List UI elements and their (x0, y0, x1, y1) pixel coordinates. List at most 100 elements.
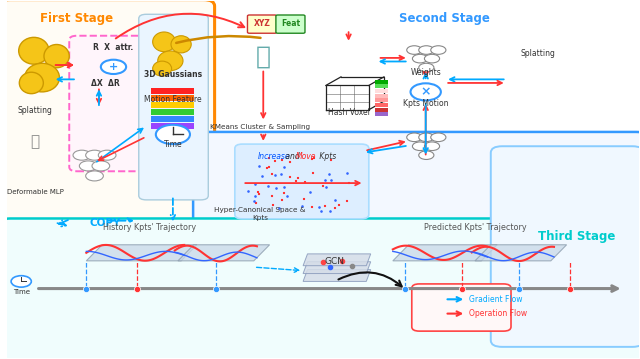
Point (325, 208, 335, 214)
Text: Time: Time (13, 289, 29, 295)
Point (305, 189, 316, 195)
Ellipse shape (19, 72, 44, 94)
Point (308, 155, 319, 161)
Bar (375, 98, 388, 102)
Text: Move: Move (296, 152, 317, 161)
Point (318, 183, 328, 189)
Point (262, 165, 273, 171)
Point (253, 190, 264, 195)
Circle shape (86, 171, 104, 181)
Ellipse shape (19, 37, 49, 64)
Bar (375, 112, 388, 116)
FancyBboxPatch shape (248, 15, 276, 33)
Bar (375, 94, 388, 98)
Text: COPY: COPY (90, 218, 121, 228)
Text: 3D Gaussians: 3D Gaussians (145, 70, 203, 79)
Bar (152, 95, 195, 101)
Point (282, 193, 292, 199)
Circle shape (419, 46, 434, 54)
Point (308, 170, 318, 176)
Point (330, 197, 340, 202)
Point (268, 202, 278, 208)
Ellipse shape (153, 32, 175, 52)
Circle shape (86, 150, 104, 160)
Circle shape (11, 276, 31, 287)
Bar (375, 103, 388, 107)
Point (251, 200, 261, 206)
Point (250, 194, 260, 199)
Point (333, 202, 344, 208)
FancyBboxPatch shape (235, 144, 369, 219)
Text: XYZ: XYZ (253, 19, 271, 28)
Point (291, 178, 301, 183)
Point (269, 158, 280, 164)
Point (262, 183, 273, 189)
FancyBboxPatch shape (0, 0, 214, 225)
Ellipse shape (153, 61, 172, 76)
Text: Gradient Flow: Gradient Flow (468, 295, 522, 304)
Point (321, 177, 331, 183)
Circle shape (424, 54, 440, 63)
Point (264, 164, 274, 169)
Text: GCN: GCN (324, 257, 345, 266)
Point (323, 171, 333, 177)
Bar (152, 102, 195, 108)
Text: and: and (283, 152, 302, 161)
Circle shape (410, 83, 441, 101)
Point (293, 175, 303, 181)
Bar (375, 80, 388, 84)
FancyBboxPatch shape (276, 15, 305, 33)
Point (342, 198, 352, 204)
Bar (152, 116, 195, 122)
FancyBboxPatch shape (0, 219, 640, 359)
Text: First Stage: First Stage (40, 12, 113, 25)
Ellipse shape (25, 63, 60, 92)
FancyBboxPatch shape (193, 132, 640, 355)
Point (271, 186, 281, 191)
Point (277, 197, 287, 203)
Circle shape (412, 142, 428, 150)
Circle shape (156, 125, 190, 144)
Point (274, 206, 284, 211)
FancyBboxPatch shape (491, 146, 640, 347)
Circle shape (431, 133, 446, 141)
Point (278, 190, 289, 196)
FancyBboxPatch shape (139, 14, 208, 200)
Circle shape (419, 133, 434, 141)
Text: Hyper-Canonical Space &: Hyper-Canonical Space & (214, 208, 306, 213)
Text: Splatting: Splatting (521, 49, 556, 58)
Point (316, 208, 326, 214)
Text: Motion Feature: Motion Feature (144, 94, 202, 103)
Text: Hash Voxel: Hash Voxel (328, 108, 369, 117)
Point (278, 184, 289, 190)
Text: ×: × (420, 85, 431, 98)
Point (254, 163, 264, 169)
Polygon shape (178, 245, 269, 261)
Point (321, 204, 331, 209)
Polygon shape (475, 245, 566, 261)
Point (344, 181, 354, 186)
Text: Kpts Motion: Kpts Motion (403, 99, 449, 108)
Text: +: + (109, 62, 118, 72)
Point (267, 172, 277, 177)
Text: Predicted Kpts' Trajectory: Predicted Kpts' Trajectory (424, 223, 526, 232)
Text: R  X  attr.: R X attr. (93, 43, 134, 52)
Text: Operation Flow: Operation Flow (468, 309, 527, 318)
Circle shape (92, 161, 109, 171)
Point (300, 179, 310, 185)
Text: History Kpts' Trajectory: History Kpts' Trajectory (103, 223, 196, 232)
Polygon shape (86, 245, 197, 261)
Text: Splatting: Splatting (18, 106, 52, 115)
Circle shape (424, 142, 440, 150)
Point (270, 172, 280, 178)
Point (285, 159, 295, 165)
Ellipse shape (171, 36, 191, 53)
Point (249, 198, 259, 204)
Circle shape (79, 161, 97, 171)
Text: Weights: Weights (410, 68, 441, 77)
Point (307, 205, 317, 210)
Point (278, 164, 289, 170)
Circle shape (419, 63, 434, 72)
Polygon shape (393, 245, 497, 261)
Point (250, 181, 260, 187)
